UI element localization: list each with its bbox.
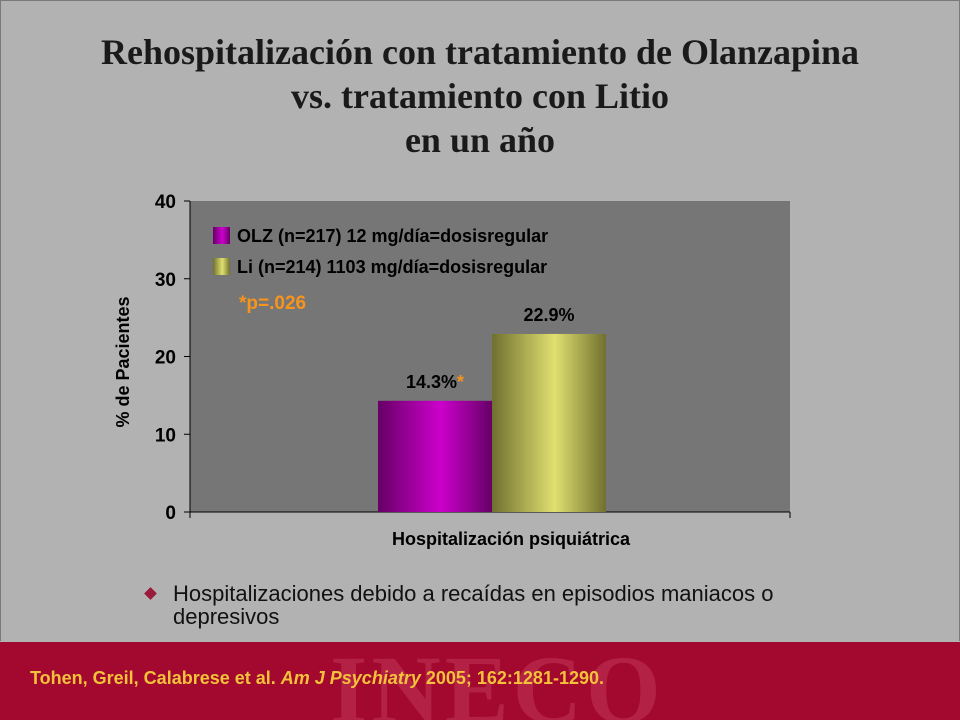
legend-swatch-olz xyxy=(213,227,230,244)
y-tick-label: 40 xyxy=(155,192,176,213)
bar-labels: 14.3%* 22.9% xyxy=(406,305,575,392)
y-tick-label: 0 xyxy=(165,503,176,524)
citation-details: 2005; 162:1281-1290. xyxy=(420,668,604,688)
bullet-text: Hospitalizaciones debido a recaídas en e… xyxy=(173,581,774,629)
y-tick-label: 10 xyxy=(155,425,176,446)
title-line-1: Rehospitalización con tratamiento de Ola… xyxy=(101,32,859,72)
title-line-2: vs. tratamiento con Litio xyxy=(291,76,669,116)
bullet-diamond-icon xyxy=(144,587,157,600)
citation-authors: Tohen, Greil, Calabrese et al. xyxy=(30,668,281,688)
bars xyxy=(378,333,606,512)
legend-swatch-li xyxy=(213,258,230,275)
legend-label-olz: OLZ (n=217) 12 mg/día=dosisregular xyxy=(237,226,548,246)
legend: OLZ (n=217) 12 mg/día=dosisregular Li (n=… xyxy=(213,226,548,277)
bar-value-label-li: 22.9% xyxy=(523,305,574,325)
bullet-point: Hospitalizaciones debido a recaídas en e… xyxy=(144,581,826,629)
y-ticks: 0 10 20 30 40 xyxy=(155,192,190,524)
title-line-3: en un año xyxy=(404,120,556,160)
bar-li xyxy=(492,333,606,512)
citation-journal: Am J Psychiatry xyxy=(280,668,421,688)
footer-bar: INECO Tohen, Greil, Calabrese et al. Am … xyxy=(0,642,960,720)
y-axis-label: % de Pacientes xyxy=(113,296,133,427)
significance-annotation: *p=.026 xyxy=(239,293,306,314)
legend-label-li: Li (n=214) 1103 mg/día=dosisregular xyxy=(237,257,547,277)
bar-olz xyxy=(378,400,492,512)
y-tick-label: 20 xyxy=(155,348,176,369)
citation: Tohen, Greil, Calabrese et al. Am J Psyc… xyxy=(30,668,604,689)
watermark-logo: INECO xyxy=(330,642,665,720)
bar-value-label-olz: 14.3%* xyxy=(406,372,464,392)
slide-title: Rehospitalización con tratamiento de Ola… xyxy=(0,30,960,162)
x-axis-label: Hospitalización psiquiátrica xyxy=(392,529,631,549)
y-tick-label: 30 xyxy=(155,270,176,291)
